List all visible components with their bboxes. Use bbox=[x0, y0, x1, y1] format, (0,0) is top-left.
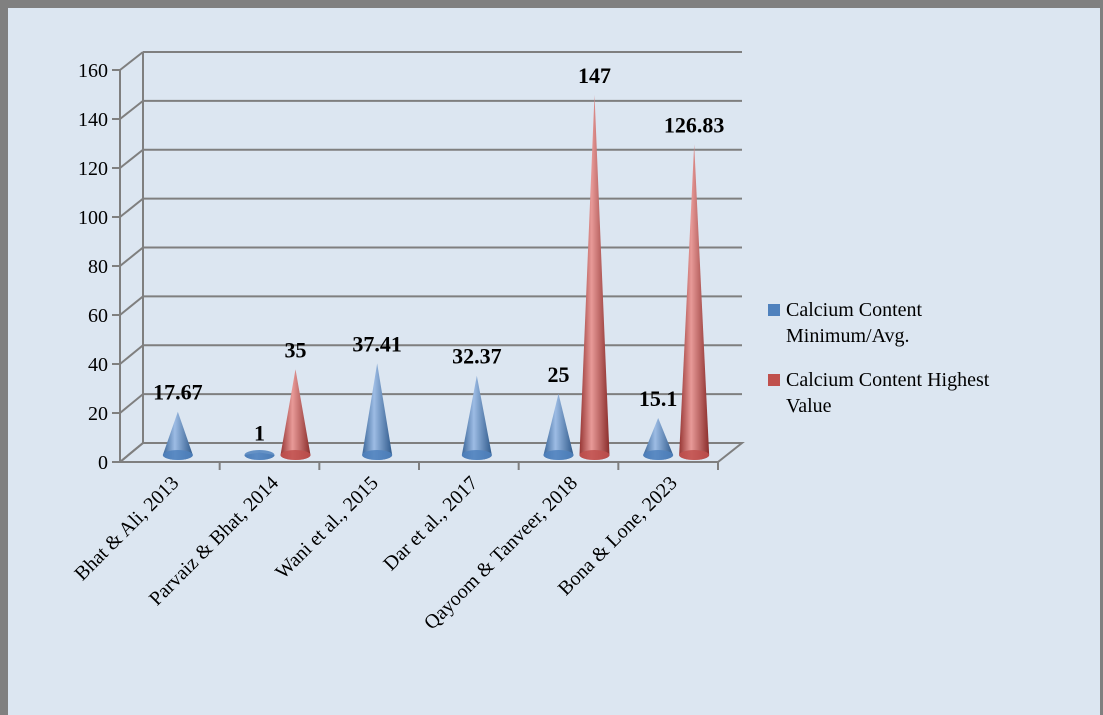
y-tick-label: 160 bbox=[78, 60, 108, 82]
data-label: 35 bbox=[285, 337, 307, 362]
cone-min-avg bbox=[543, 393, 574, 460]
y-tick-label: 80 bbox=[88, 256, 108, 278]
legend-label: Calcium Content Highest bbox=[786, 369, 990, 391]
cone-min-avg bbox=[362, 363, 393, 460]
cone-min-avg bbox=[162, 411, 193, 460]
gridline-depth bbox=[119, 344, 144, 365]
x-tick-label: Dar et al., 2017 bbox=[379, 472, 482, 575]
cone-min-avg bbox=[643, 418, 674, 460]
y-tick-label: 20 bbox=[88, 403, 108, 425]
data-label: 32.37 bbox=[452, 344, 502, 369]
y-tick-label: 100 bbox=[78, 207, 108, 229]
data-label: 17.67 bbox=[153, 380, 203, 405]
data-label: 15.1 bbox=[639, 386, 678, 411]
y-tick-label: 0 bbox=[98, 452, 108, 474]
legend-label: Value bbox=[786, 395, 832, 417]
data-label: 1 bbox=[254, 421, 265, 446]
gridline-depth bbox=[119, 295, 144, 316]
gridline-depth bbox=[119, 100, 144, 120]
cone-highest bbox=[679, 144, 710, 461]
legend-label: Calcium Content bbox=[786, 299, 923, 321]
x-tick-label: Wani et al., 2015 bbox=[271, 472, 382, 583]
cone-min-avg bbox=[244, 450, 275, 460]
data-label: 126.83 bbox=[664, 112, 725, 137]
y-tick-label: 140 bbox=[78, 109, 108, 131]
legend-swatch bbox=[768, 374, 780, 386]
gridline-depth bbox=[119, 197, 144, 218]
y-tick-label: 120 bbox=[78, 158, 108, 180]
data-label: 37.41 bbox=[352, 331, 402, 356]
x-tick-label: Bhat & Ali, 2013 bbox=[70, 472, 183, 585]
cone-min-avg bbox=[461, 375, 492, 460]
legend-swatch bbox=[768, 304, 780, 316]
data-label: 25 bbox=[548, 362, 570, 387]
gridline-depth bbox=[119, 246, 144, 267]
cone-highest bbox=[579, 94, 610, 460]
cone-highest bbox=[280, 369, 311, 460]
y-tick-label: 40 bbox=[88, 354, 108, 376]
y-tick-label: 60 bbox=[88, 305, 108, 327]
gridline-depth bbox=[119, 148, 144, 169]
legend: Calcium Content Minimum/Avg. Calcium Conte… bbox=[768, 299, 990, 417]
gridline-depth bbox=[119, 51, 144, 71]
gridline-depth bbox=[119, 393, 144, 414]
data-label: 147 bbox=[578, 63, 611, 88]
legend-label: Minimum/Avg. bbox=[786, 325, 910, 347]
